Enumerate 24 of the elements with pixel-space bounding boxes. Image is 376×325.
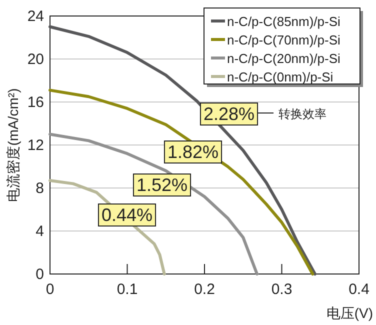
legend-label: n-C/p-C(0nm)/p-Si [227, 70, 334, 84]
legend-label: n-C/p-C(20nm)/p-Si [227, 51, 341, 66]
y-tick-label: 0 [36, 266, 44, 283]
y-tick-label: 16 [27, 94, 44, 111]
x-axis-title: 电压(V) [326, 305, 373, 321]
annotation: 2.28% [203, 104, 255, 124]
x-tick-label: 0.1 [116, 281, 138, 298]
legend-label: n-C/p-C(85nm)/p-Si [227, 14, 341, 29]
annotation: 1.82% [167, 142, 219, 162]
x-tick-label: 0.2 [194, 281, 215, 298]
y-tick-label: 4 [36, 223, 44, 240]
y-tick-label: 24 [27, 8, 44, 25]
y-tick-label: 12 [27, 137, 44, 154]
y-axis-title: 电流密度(mA/cm²) [5, 88, 21, 202]
x-tick-label: 0.3 [271, 281, 292, 298]
y-tick-label: 8 [36, 180, 44, 197]
legend-label: n-C/p-C(70nm)/p-Si [227, 32, 341, 48]
line-series [48, 132, 259, 276]
annotation: 1.52% [136, 175, 188, 195]
y-tick-label: 20 [27, 51, 44, 68]
annotation: 0.44% [101, 205, 153, 225]
x-tick-label: 0.4 [348, 281, 370, 298]
annotation: 转换效率 [278, 107, 327, 121]
line-series [48, 88, 314, 276]
